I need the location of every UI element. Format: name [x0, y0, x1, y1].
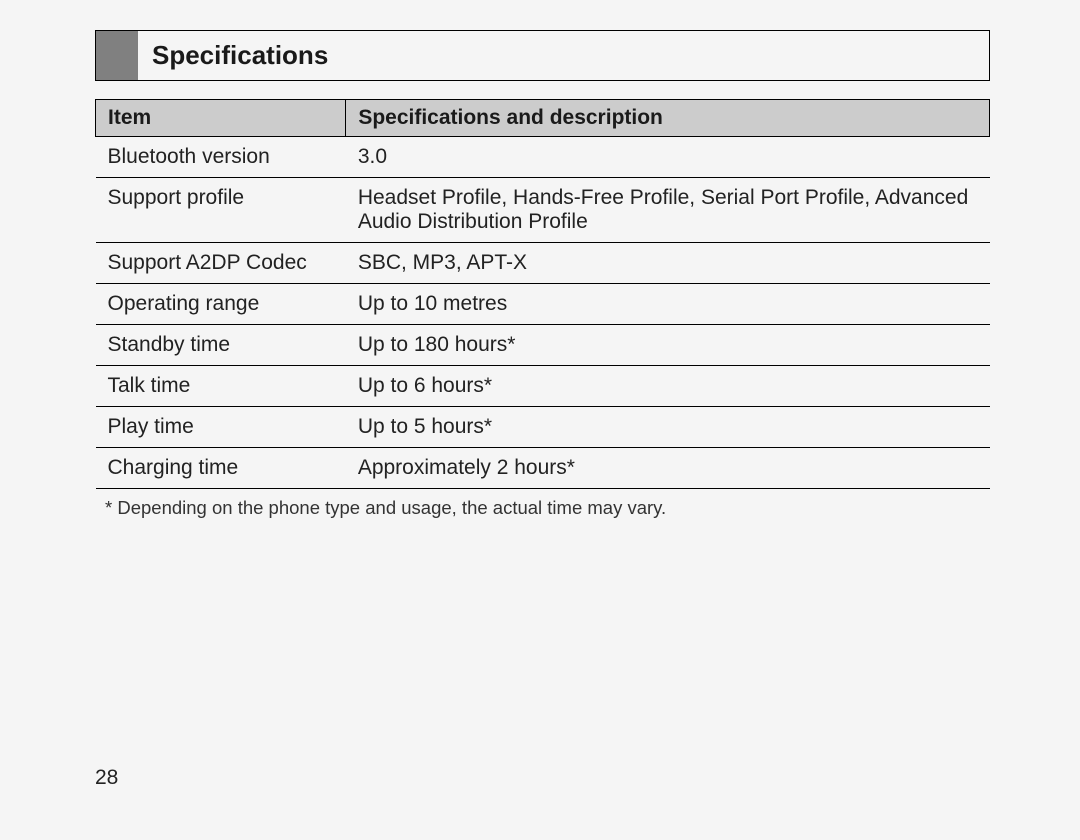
column-header-item: Item: [96, 100, 346, 137]
header-gray-block: [96, 31, 138, 80]
spec-desc: Up to 180 hours*: [346, 325, 990, 366]
table-row: Support profile Headset Profile, Hands-F…: [96, 178, 990, 243]
spec-desc: SBC, MP3, APT-X: [346, 243, 990, 284]
footnote: * Depending on the phone type and usage,…: [95, 489, 990, 519]
spec-item: Support A2DP Codec: [96, 243, 346, 284]
table-row: Talk time Up to 6 hours*: [96, 366, 990, 407]
column-header-desc: Specifications and description: [346, 100, 990, 137]
spec-desc: 3.0: [346, 137, 990, 178]
table-row: Support A2DP Codec SBC, MP3, APT-X: [96, 243, 990, 284]
specifications-table: Item Specifications and description Blue…: [95, 99, 990, 489]
table-row: Charging time Approximately 2 hours*: [96, 448, 990, 489]
table-header-row: Item Specifications and description: [96, 100, 990, 137]
table-row: Bluetooth version 3.0: [96, 137, 990, 178]
table-row: Play time Up to 5 hours*: [96, 407, 990, 448]
table-row: Operating range Up to 10 metres: [96, 284, 990, 325]
spec-desc: Up to 6 hours*: [346, 366, 990, 407]
spec-desc: Approximately 2 hours*: [346, 448, 990, 489]
section-title: Specifications: [138, 31, 342, 80]
spec-item: Bluetooth version: [96, 137, 346, 178]
spec-item: Standby time: [96, 325, 346, 366]
table-row: Standby time Up to 180 hours*: [96, 325, 990, 366]
spec-desc: Up to 5 hours*: [346, 407, 990, 448]
spec-item: Talk time: [96, 366, 346, 407]
spec-item: Operating range: [96, 284, 346, 325]
spec-item: Play time: [96, 407, 346, 448]
spec-item: Support profile: [96, 178, 346, 243]
section-header: Specifications: [95, 30, 990, 81]
spec-desc: Up to 10 metres: [346, 284, 990, 325]
spec-item: Charging time: [96, 448, 346, 489]
spec-desc: Headset Profile, Hands-Free Profile, Ser…: [346, 178, 990, 243]
page-number: 28: [95, 766, 990, 810]
